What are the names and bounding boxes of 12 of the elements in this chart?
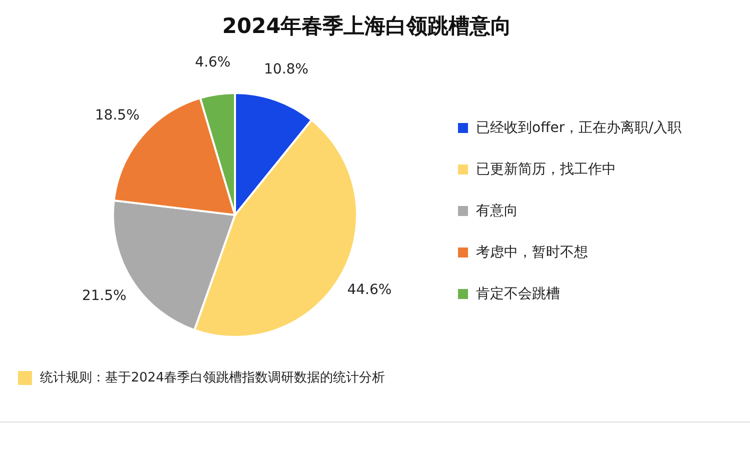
legend-label: 有意向: [476, 202, 518, 219]
chart-title: 2024年春季上海白领跳槽意向: [222, 14, 512, 38]
data-label: 44.6%: [347, 282, 392, 298]
data-label: 21.5%: [82, 288, 126, 304]
legend-label: 肯定不会跳槽: [476, 286, 560, 302]
data-label: 10.8%: [264, 62, 308, 78]
text: 统计规则：基于2024春季白领跳槽指数调研数据的统计分析: [40, 370, 386, 386]
legend-label: 已经收到offer，正在办离职/入职: [476, 120, 682, 136]
legend-label: 考虑中，暂时不想: [476, 244, 588, 260]
data-label: 18.5%: [95, 108, 140, 124]
legend-label: 已更新简历，找工作中: [476, 161, 616, 178]
data-label: 4.6%: [195, 54, 231, 70]
